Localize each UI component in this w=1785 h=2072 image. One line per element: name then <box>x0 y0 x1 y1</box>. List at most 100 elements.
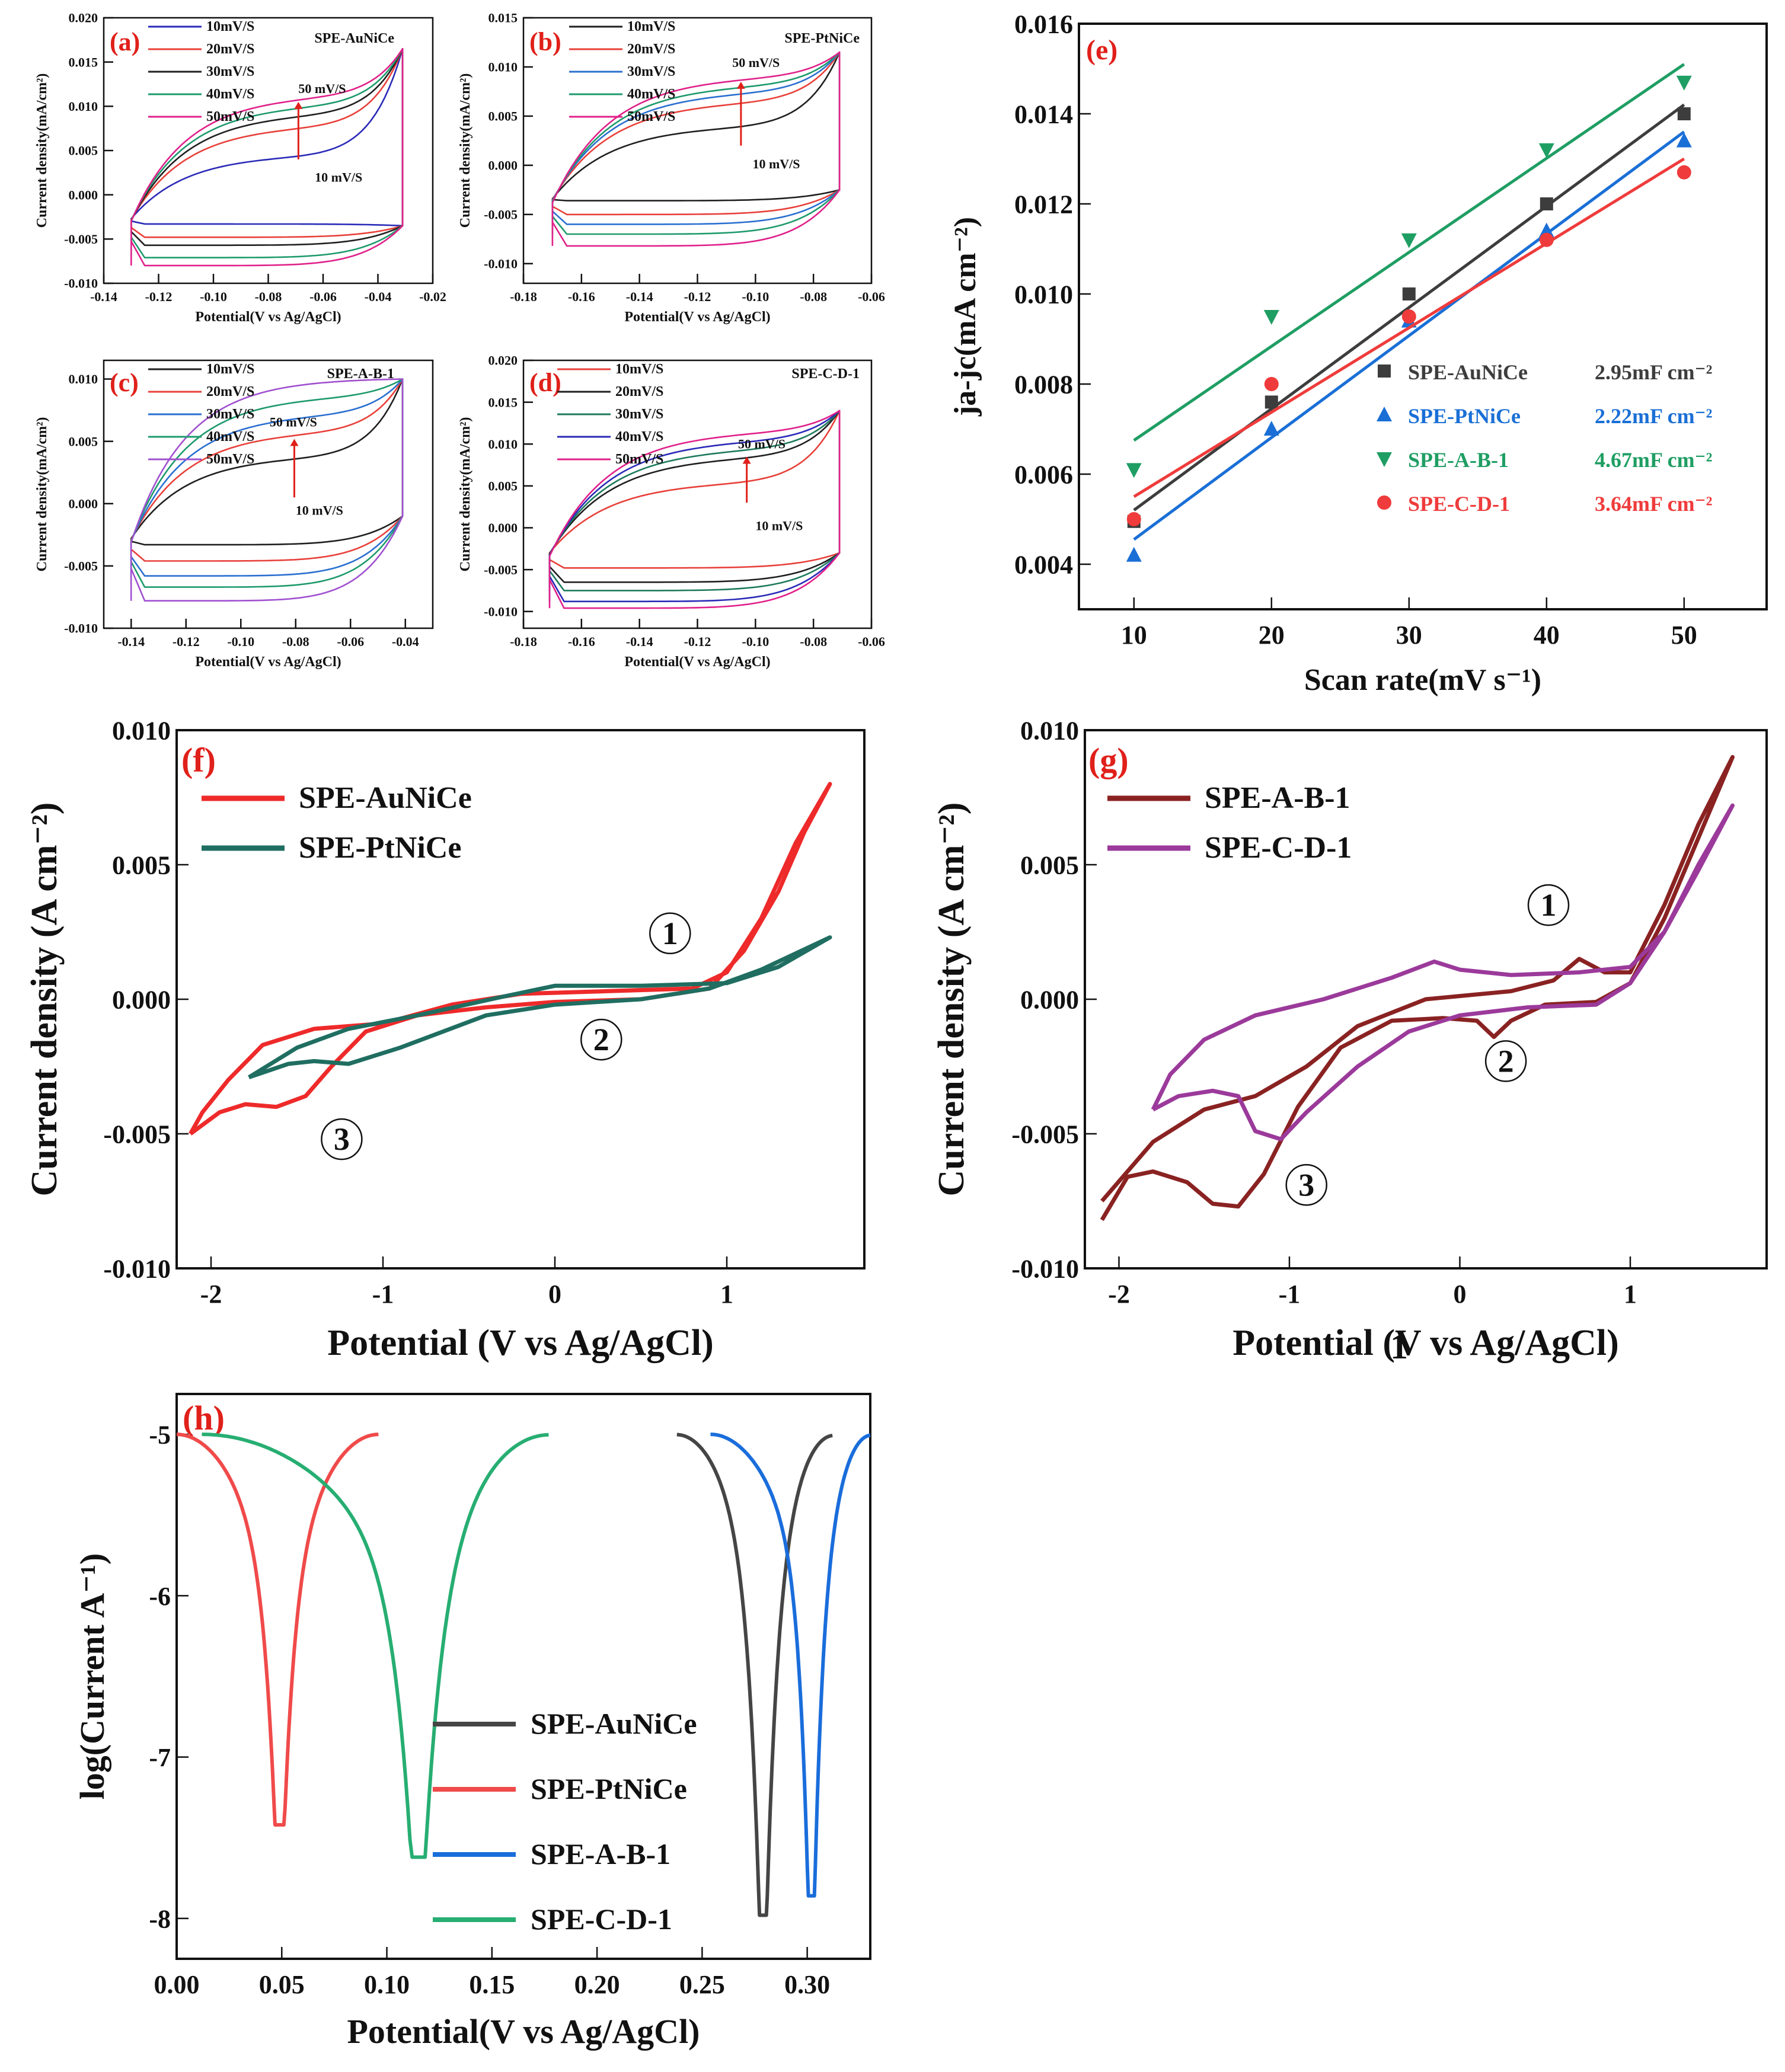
fit-line-SPE-A-B-1 <box>1133 63 1685 442</box>
legend-capacitance: 2.22mF cm⁻² <box>1595 404 1712 428</box>
y-tick-label: -8 <box>149 1904 171 1933</box>
x-tick-label: -0.12 <box>145 289 173 304</box>
peak-label: 1 <box>662 916 678 951</box>
data-point <box>1540 197 1553 210</box>
y-tick-label: 0.000 <box>69 496 98 511</box>
y-tick-label: -0.010 <box>1011 1254 1079 1283</box>
y-tick-label: 0.015 <box>69 55 98 69</box>
y-tick-label: -0.005 <box>64 559 98 574</box>
peak-label: 1 <box>1541 887 1557 923</box>
x-tick-label: -0.06 <box>858 289 885 304</box>
x-tick-label: 0.30 <box>784 1970 830 1999</box>
y-axis-label: Current density (A cm⁻²) <box>24 802 65 1197</box>
legend-entry: 50mV/S <box>206 452 254 467</box>
peak-marker <box>321 1118 363 1160</box>
material-label: SPE-C-D-1 <box>791 366 860 382</box>
legend-entry: 40mV/S <box>627 87 675 102</box>
x-axis-label: Scan rate(mV s⁻¹) <box>1304 663 1541 697</box>
x-axis-label: Potential(V vs Ag/AgCl) <box>347 2012 700 2051</box>
legend-entry: 10mV/S <box>627 19 675 34</box>
x-tick-label: 0.15 <box>469 1970 515 1999</box>
y-tick-label: -0.005 <box>103 1120 171 1149</box>
x-tick-label: -1 <box>1279 1280 1301 1309</box>
y-axis-label: Current density(mA/cm²) <box>458 417 473 572</box>
scan-annotation: 50 mV/S <box>738 436 785 451</box>
y-axis-label: Current density(mA/cm²) <box>34 73 50 228</box>
y-tick-label: 0.014 <box>1014 100 1073 129</box>
x-axis-label: Potential(V vs Ag/AgCl) <box>195 654 341 670</box>
x-tick-label: -0.06 <box>858 634 885 649</box>
panel-f: -2 -1 0 1 -0.010 -0.005 0.000 0.005 0.010 Potenti… <box>24 716 866 1363</box>
x-tick-label: -0.18 <box>510 289 537 304</box>
data-point <box>1264 377 1279 391</box>
x-tick-label: -0.12 <box>684 634 711 649</box>
legend-entry: SPE-C-D-1 <box>531 1902 672 1936</box>
data-point <box>1538 143 1554 158</box>
x-tick-label: 10 <box>1121 621 1147 650</box>
panel-c: -0.14 -0.12 -0.10 -0.08 -0.06 -0.04 -0.010 -0.0… <box>34 359 434 670</box>
figure-stray-label: 1 <box>1390 1327 1408 1366</box>
data-point <box>1126 463 1142 478</box>
y-tick-label: 0.006 <box>1014 460 1073 489</box>
legend-entry: 40mV/S <box>615 429 663 445</box>
x-tick-label: -0.14 <box>626 289 653 304</box>
legend-entry: 30mV/S <box>206 64 254 79</box>
y-tick-label: 0.000 <box>488 158 518 173</box>
panel-label: (d) <box>529 368 561 397</box>
legend-entry: 50mV/S <box>206 109 254 124</box>
x-tick-label: 1 <box>1624 1280 1637 1309</box>
y-tick-label: -0.010 <box>103 1254 171 1283</box>
data-point <box>1126 546 1142 562</box>
y-tick-label: 0.012 <box>1014 190 1073 219</box>
y-tick-label: 0.005 <box>488 479 518 494</box>
data-point <box>1677 107 1691 120</box>
legend-entry: SPE-A-B-1 <box>1205 781 1350 815</box>
data-point <box>1263 421 1279 436</box>
data-point <box>1263 310 1279 325</box>
legend-marker <box>1377 495 1391 510</box>
x-tick-label: 30 <box>1396 621 1422 650</box>
legend-entry: 50mV/S <box>627 109 675 124</box>
legend-entry: 20mV/S <box>615 384 663 399</box>
y-tick-label: -0.005 <box>484 207 518 222</box>
y-tick-label: 0.016 <box>1014 9 1073 39</box>
panel-label: (g) <box>1088 741 1129 779</box>
x-tick-label: -0.08 <box>800 289 827 304</box>
legend-entry: SPE-AuNiCe <box>531 1707 697 1740</box>
cv-curve-50mV/S <box>548 410 841 609</box>
y-tick-label: -0.010 <box>484 604 518 619</box>
y-tick-label: 0.000 <box>1020 985 1079 1014</box>
y-axis-label: log(Current A⁻¹) <box>73 1553 111 1800</box>
y-axis-label: Current density(mA/cm²) <box>34 417 50 572</box>
panel-d: -0.18 -0.16 -0.14 -0.12 -0.10 -0.08 -0.06 -0.01… <box>458 353 885 670</box>
y-tick-label: -0.005 <box>1011 1120 1079 1149</box>
x-tick-label: -0.18 <box>510 634 537 649</box>
peak-label: 3 <box>1298 1167 1314 1203</box>
x-tick-label: 0 <box>548 1280 561 1309</box>
y-tick-label: -0.010 <box>64 276 98 291</box>
peak-marker <box>1484 1040 1527 1082</box>
panel-e: 10 20 30 40 50 0.004 0.006 0.008 0.010 0.012 0.014… <box>949 9 1768 697</box>
y-tick-label: -6 <box>149 1582 171 1611</box>
y-tick-label: 0.020 <box>488 353 518 368</box>
x-tick-label: -0.14 <box>90 289 117 304</box>
x-tick-label: -0.02 <box>419 289 446 304</box>
y-tick-label: 0.000 <box>69 187 98 202</box>
x-tick-label: 0 <box>1454 1280 1467 1309</box>
legend-entry: SPE-AuNiCe <box>299 781 472 815</box>
legend-entry: SPE-AuNiCe <box>1408 360 1528 384</box>
data-point <box>1126 512 1141 526</box>
y-tick-label: 0.010 <box>69 99 98 114</box>
panel-g: -2 -1 0 1 -0.010 -0.005 0.000 0.005 0.010 Potenti… <box>931 716 1768 1363</box>
cv-curve-50mV/S <box>130 378 404 602</box>
y-tick-label: 0.008 <box>1014 370 1073 399</box>
material-label: SPE-AuNiCe <box>314 31 394 46</box>
x-tick-label: -0.08 <box>800 634 827 649</box>
legend-entry: SPE-PtNiCe <box>531 1772 687 1805</box>
y-tick-label: 0.010 <box>69 372 98 386</box>
material-label: SPE-PtNiCe <box>784 31 860 46</box>
scan-annotation: 50 mV/S <box>270 414 317 429</box>
tafel-curve-SPE-PtNiCe <box>176 1433 379 1827</box>
plot-frame <box>175 1393 871 1960</box>
